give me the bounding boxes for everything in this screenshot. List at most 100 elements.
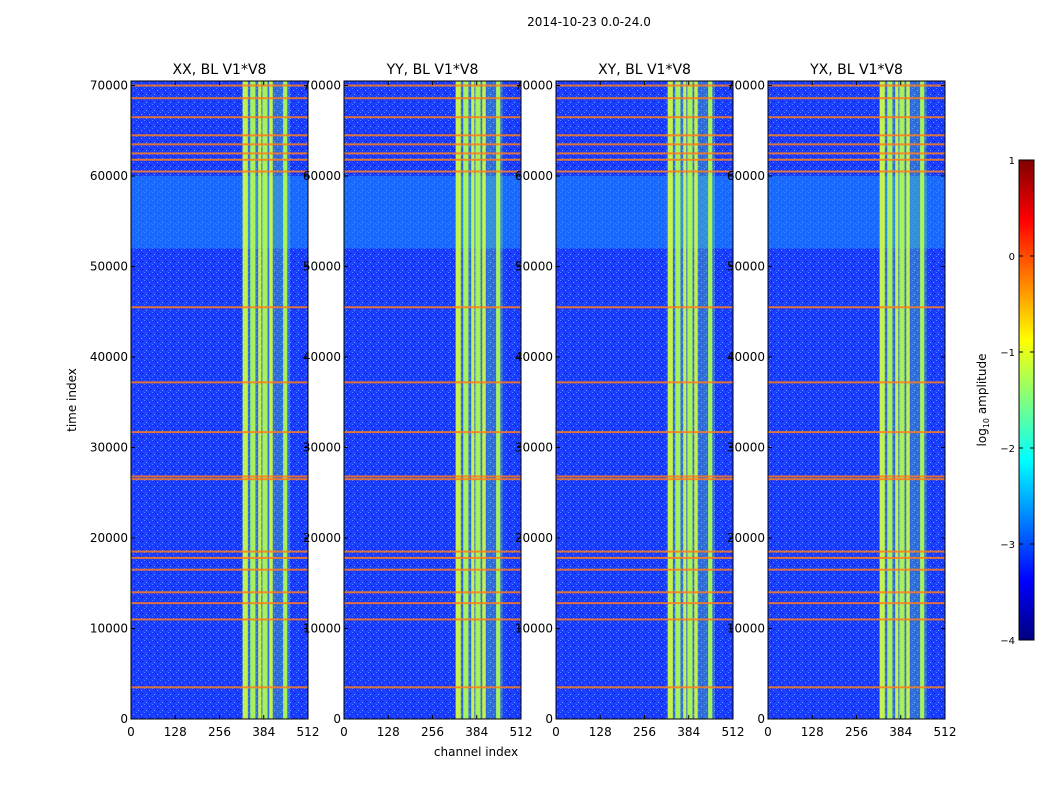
rfi-time-row (131, 143, 308, 146)
panel-4: YX, BL V1*V8 0 128 256 384 512 0 10000 20000 3000… (727, 62, 957, 739)
rfi-time-row (131, 556, 308, 559)
x-tick-label: 256 (208, 725, 231, 739)
bright-channel-band (687, 81, 693, 719)
rfi-time-row (344, 618, 521, 621)
x-tick-label: 256 (421, 725, 444, 739)
x-tick-label: 512 (934, 725, 957, 739)
bright-channel-band (496, 81, 501, 719)
rfi-time-row (768, 306, 945, 309)
bright-channel-band (899, 81, 905, 719)
rfi-time-row (131, 152, 308, 155)
y-tick-label: 40000 (90, 350, 128, 364)
rfi-time-row (556, 550, 733, 553)
y-tick-label: 10000 (303, 622, 341, 636)
elevated-region (768, 176, 945, 249)
rfi-time-row (556, 602, 733, 605)
bright-channel-band (906, 81, 910, 719)
rfi-time-row (344, 143, 521, 146)
y-tick-label: 10000 (90, 622, 128, 636)
bright-channel-band (258, 81, 262, 719)
rfi-time-row (131, 591, 308, 594)
bright-channel-band (283, 81, 288, 719)
y-tick-label: 0 (120, 712, 128, 726)
rfi-time-row (556, 556, 733, 559)
x-tick-label: 384 (252, 725, 275, 739)
rfi-time-row (344, 431, 521, 434)
rfi-time-row (344, 170, 521, 173)
rfi-time-row (768, 116, 945, 119)
x-tick-label: 512 (510, 725, 533, 739)
panel-3: XY, BL V1*V8 0 128 256 384 512 0 10000 20000 3000… (515, 62, 745, 739)
panel-title: YX, BL V1*V8 (809, 62, 903, 78)
rfi-time-row (131, 431, 308, 434)
rfi-time-row (768, 152, 945, 155)
rfi-time-row (131, 478, 308, 481)
rfi-time-row (768, 602, 945, 605)
rfi-time-row (344, 306, 521, 309)
rfi-time-row (131, 550, 308, 553)
rfi-time-row (556, 143, 733, 146)
y-tick-label: 60000 (727, 169, 765, 183)
x-tick-label: 256 (633, 725, 656, 739)
rfi-time-row (344, 116, 521, 119)
rfi-time-row (131, 158, 308, 161)
rfi-time-row (131, 170, 308, 173)
rfi-time-row (556, 686, 733, 689)
bright-channel-band (879, 81, 885, 719)
rfi-time-row (556, 134, 733, 137)
bright-channel-band (262, 81, 268, 719)
rfi-time-row (768, 143, 945, 146)
rfi-time-row (344, 84, 521, 87)
rfi-time-row (131, 97, 308, 100)
y-tick-label: 30000 (727, 441, 765, 455)
bright-channel-band (475, 81, 481, 719)
x-tick-label: 256 (845, 725, 868, 739)
rfi-time-row (131, 475, 308, 478)
rfi-time-row (556, 568, 733, 571)
rfi-time-row (768, 618, 945, 621)
y-tick-label: 0 (757, 712, 765, 726)
rfi-time-row (556, 152, 733, 155)
colorbar-gradient (1018, 159, 1035, 641)
bright-channel-band (675, 81, 681, 719)
bright-channel-band (887, 81, 893, 719)
colorbar-tick-label: 0 (1009, 252, 1015, 263)
x-tick-label: 512 (297, 725, 320, 739)
rfi-time-row (768, 158, 945, 161)
x-tick-label: 128 (377, 725, 400, 739)
rfi-time-row (344, 97, 521, 100)
rfi-time-row (556, 97, 733, 100)
rfi-time-row (556, 431, 733, 434)
rfi-time-row (768, 134, 945, 137)
y-tick-label: 10000 (727, 622, 765, 636)
rfi-time-row (768, 431, 945, 434)
y-tick-label: 20000 (303, 531, 341, 545)
rfi-time-row (556, 591, 733, 594)
panel-title: YY, BL V1*V8 (386, 62, 479, 78)
rfi-time-row (768, 568, 945, 571)
y-tick-label: 60000 (90, 169, 128, 183)
y-tick-label: 0 (333, 712, 341, 726)
elevated-region (131, 176, 308, 249)
colorbar-tick-label: −2 (1000, 444, 1015, 455)
rfi-time-row (344, 568, 521, 571)
bright-channel-band (694, 81, 698, 719)
x-tick-label: 384 (677, 725, 700, 739)
y-tick-label: 60000 (515, 169, 553, 183)
x-axis-label: channel index (434, 745, 518, 759)
rfi-time-row (131, 618, 308, 621)
rfi-time-row (768, 591, 945, 594)
rfi-time-row (131, 568, 308, 571)
elevated-region (556, 176, 733, 249)
x-tick-label: 0 (127, 725, 135, 739)
rfi-time-row (556, 170, 733, 173)
y-tick-label: 40000 (727, 350, 765, 364)
bright-channel-band (683, 81, 687, 719)
bright-channel-band (242, 81, 248, 719)
rfi-time-row (344, 152, 521, 155)
bright-channel-band (667, 81, 673, 719)
bright-channel-band (471, 81, 475, 719)
rfi-time-row (768, 686, 945, 689)
y-tick-label: 50000 (90, 260, 128, 274)
